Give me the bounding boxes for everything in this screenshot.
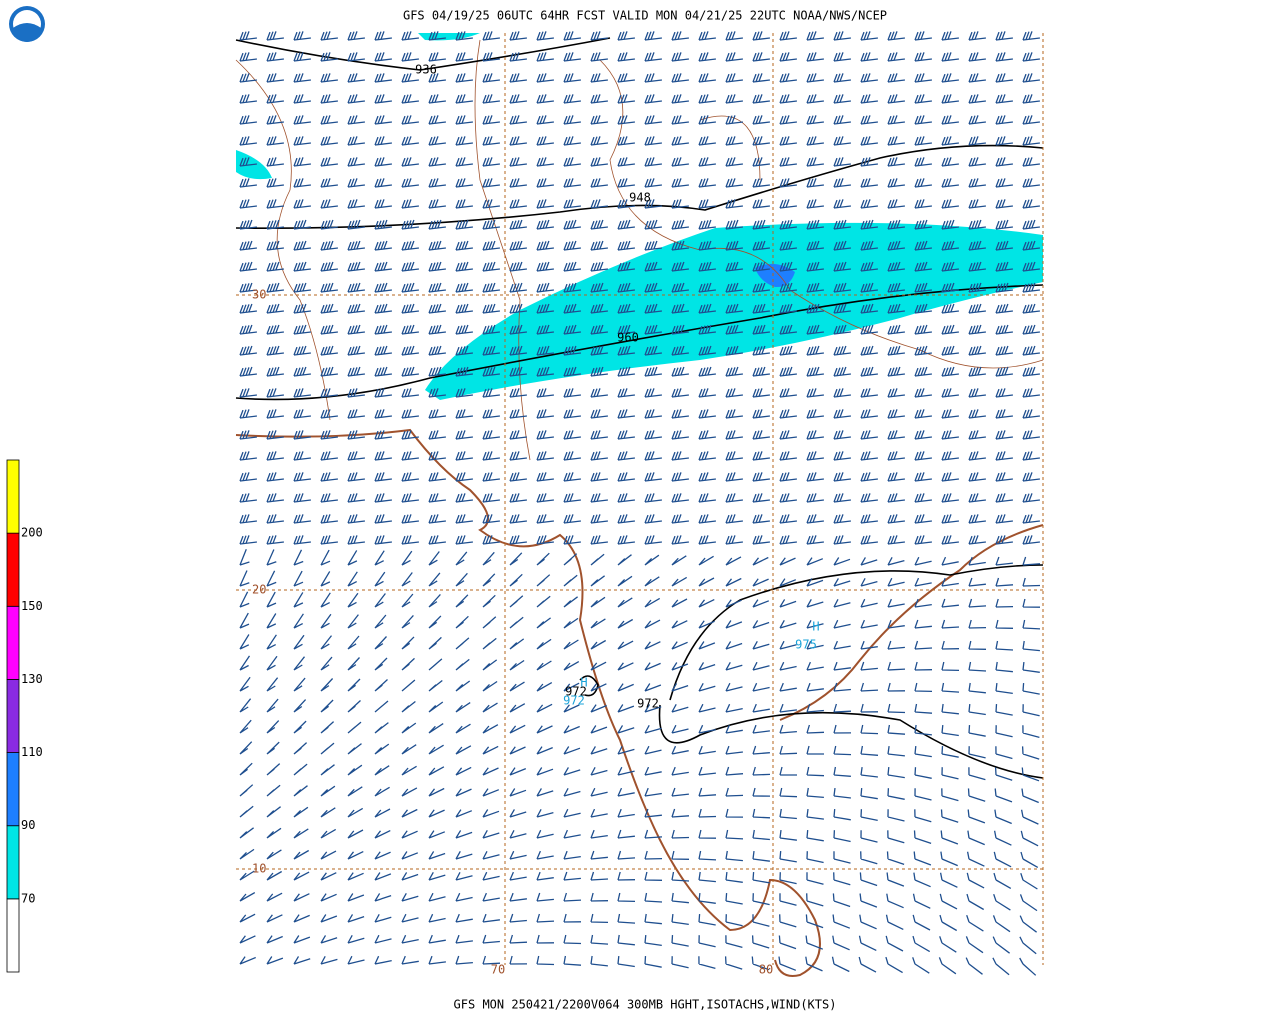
wind-barb: [239, 514, 1040, 524]
colorbar-label: 200: [21, 526, 43, 540]
wind-barb: [239, 282, 1040, 293]
wind-barb: [239, 430, 1040, 440]
high-value: 972: [563, 694, 585, 708]
wind-barb: [239, 493, 1040, 503]
wind-barb: [239, 94, 1040, 104]
colorbar-swatch: [6, 605, 20, 680]
height-contour: [669, 564, 1044, 701]
noaa-logo: [9, 6, 45, 42]
wind-barb: [239, 934, 1037, 955]
wind-barb: [239, 612, 1041, 630]
lon-label: 70: [491, 963, 505, 977]
wind-barb: [239, 409, 1040, 419]
height-contour: [235, 37, 611, 71]
wind-barb: [239, 805, 1039, 825]
contour-label: 948: [629, 191, 651, 205]
lat-label: 10: [252, 862, 266, 876]
colorbar-label: 90: [21, 818, 35, 832]
height-contour: [579, 675, 599, 697]
lon-label: 80: [759, 963, 773, 977]
colorbar-label: 110: [21, 745, 43, 759]
wind-barb: [239, 676, 1040, 695]
wind-barb: [239, 303, 1040, 314]
colorbar-label: 70: [21, 891, 35, 905]
wind-barb: [239, 655, 1040, 673]
wind-barb: [239, 219, 1040, 230]
colorbar-label: 150: [21, 599, 43, 613]
coastline: [235, 428, 1044, 977]
wind-barb: [239, 762, 1040, 782]
wind-barb: [239, 784, 1039, 804]
wind-barb: [239, 913, 1037, 933]
lat-label: 30: [252, 288, 266, 302]
wind-barb: [239, 848, 1039, 868]
wind-barb: [239, 570, 1041, 587]
title: GFS 04/19/25 06UTC 64HR FCST VALID MON 0…: [403, 9, 887, 23]
wind-barb: [239, 955, 1037, 976]
high-symbol: H: [580, 676, 587, 690]
high-symbol: H: [812, 620, 819, 634]
wind-barb: [239, 73, 1040, 83]
height-contour: [235, 144, 1044, 229]
contour-label: 972: [565, 685, 587, 699]
wind-barb: [239, 115, 1040, 125]
wind-barb: [239, 199, 1040, 209]
wind-barb: [239, 535, 1040, 545]
colorbar-swatch: [6, 898, 20, 973]
colorbar-swatch: [6, 679, 20, 753]
wind-barb: [239, 157, 1040, 167]
isotach-70-top: [418, 33, 480, 41]
contour-label: 936: [415, 63, 437, 77]
wind-barb: [239, 31, 1040, 41]
colorbar: 70 90 110 130 150 200: [6, 459, 43, 973]
contour-label: 972: [637, 697, 659, 711]
region-border: [235, 39, 1044, 461]
wind-barb: [239, 388, 1040, 398]
contour-label: 960: [617, 331, 639, 345]
wind-barb: [239, 136, 1040, 146]
wind-barb: [239, 472, 1040, 482]
height-contour: [658, 704, 1044, 779]
wind-barb: [239, 827, 1039, 847]
wind-barb: [239, 870, 1038, 890]
wind-barb: [239, 548, 1041, 566]
colorbar-label: 130: [21, 672, 43, 686]
wind-barb: [239, 451, 1040, 461]
colorbar-swatch: [6, 532, 20, 607]
wind-barb: [239, 345, 1040, 356]
wind-barb: [239, 892, 1038, 912]
wind-barb: [239, 324, 1040, 335]
colorbar-swatch: [6, 752, 20, 827]
wind-barb: [239, 366, 1040, 377]
height-contour: [235, 284, 1044, 401]
wind-barb: [239, 52, 1040, 62]
colorbar-swatch: [6, 459, 20, 534]
high-value: 975: [795, 638, 817, 652]
wind-barb: [239, 634, 1040, 652]
footer-caption: GFS MON 250421/2200V064 300MB HGHT,ISOTA…: [454, 998, 837, 1012]
wind-barb: [239, 240, 1040, 251]
wind-barb: [239, 719, 1040, 739]
wind-barb: [239, 698, 1040, 717]
colorbar-swatch: [6, 825, 20, 900]
wind-barb: [239, 741, 1040, 760]
wind-barb: [239, 178, 1040, 188]
lat-label: 20: [252, 583, 266, 597]
wind-barb: [239, 591, 1041, 608]
wind-barb: [239, 261, 1040, 272]
